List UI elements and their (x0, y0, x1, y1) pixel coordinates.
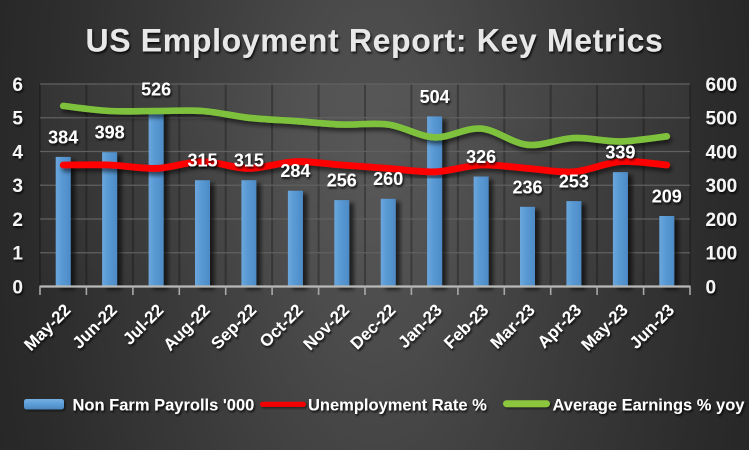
svg-text:Feb-23: Feb-23 (440, 300, 492, 352)
svg-text:3: 3 (12, 176, 23, 197)
svg-text:2: 2 (12, 210, 23, 231)
svg-text:398: 398 (95, 123, 125, 143)
svg-text:May-22: May-22 (20, 300, 74, 354)
svg-text:500: 500 (706, 109, 738, 130)
svg-text:284: 284 (280, 161, 310, 181)
svg-text:Dec-22: Dec-22 (347, 300, 400, 353)
svg-text:Jun-23: Jun-23 (626, 300, 678, 352)
svg-text:300: 300 (706, 176, 738, 197)
svg-text:209: 209 (652, 187, 682, 207)
svg-text:Apr-23: Apr-23 (534, 300, 586, 352)
svg-text:Jan-23: Jan-23 (394, 300, 446, 352)
svg-text:4: 4 (12, 142, 23, 163)
svg-text:236: 236 (512, 177, 542, 197)
svg-text:0: 0 (12, 277, 23, 298)
svg-text:US Employment Report: Key Metr: US Employment Report: Key Metrics (85, 23, 663, 59)
svg-text:6: 6 (12, 75, 23, 96)
svg-text:Non Farm Payrolls '000: Non Farm Payrolls '000 (73, 397, 255, 415)
svg-text:Oct-22: Oct-22 (256, 300, 307, 351)
svg-text:Average Earnings % yoy: Average Earnings % yoy (553, 397, 746, 415)
svg-text:200: 200 (706, 210, 738, 231)
svg-text:400: 400 (706, 142, 738, 163)
svg-text:Unemployment Rate %: Unemployment Rate % (308, 397, 487, 415)
svg-text:339: 339 (605, 143, 635, 163)
svg-text:1: 1 (12, 244, 23, 265)
svg-text:256: 256 (327, 171, 357, 191)
svg-text:384: 384 (48, 127, 78, 147)
svg-text:0: 0 (706, 277, 717, 298)
svg-text:5: 5 (12, 109, 23, 130)
svg-text:Sep-22: Sep-22 (207, 300, 260, 353)
svg-text:315: 315 (187, 151, 217, 171)
svg-text:Nov-22: Nov-22 (300, 300, 354, 354)
svg-text:100: 100 (706, 244, 738, 265)
svg-text:326: 326 (466, 147, 496, 167)
svg-text:Jun-22: Jun-22 (69, 300, 121, 352)
svg-text:600: 600 (706, 75, 738, 96)
svg-text:May-23: May-23 (578, 300, 632, 354)
svg-text:Aug-22: Aug-22 (160, 300, 214, 354)
svg-text:315: 315 (234, 151, 264, 171)
svg-text:260: 260 (373, 169, 403, 189)
svg-text:Mar-23: Mar-23 (487, 300, 539, 352)
svg-text:504: 504 (420, 87, 450, 107)
svg-text:526: 526 (141, 80, 171, 100)
svg-text:253: 253 (559, 172, 589, 192)
